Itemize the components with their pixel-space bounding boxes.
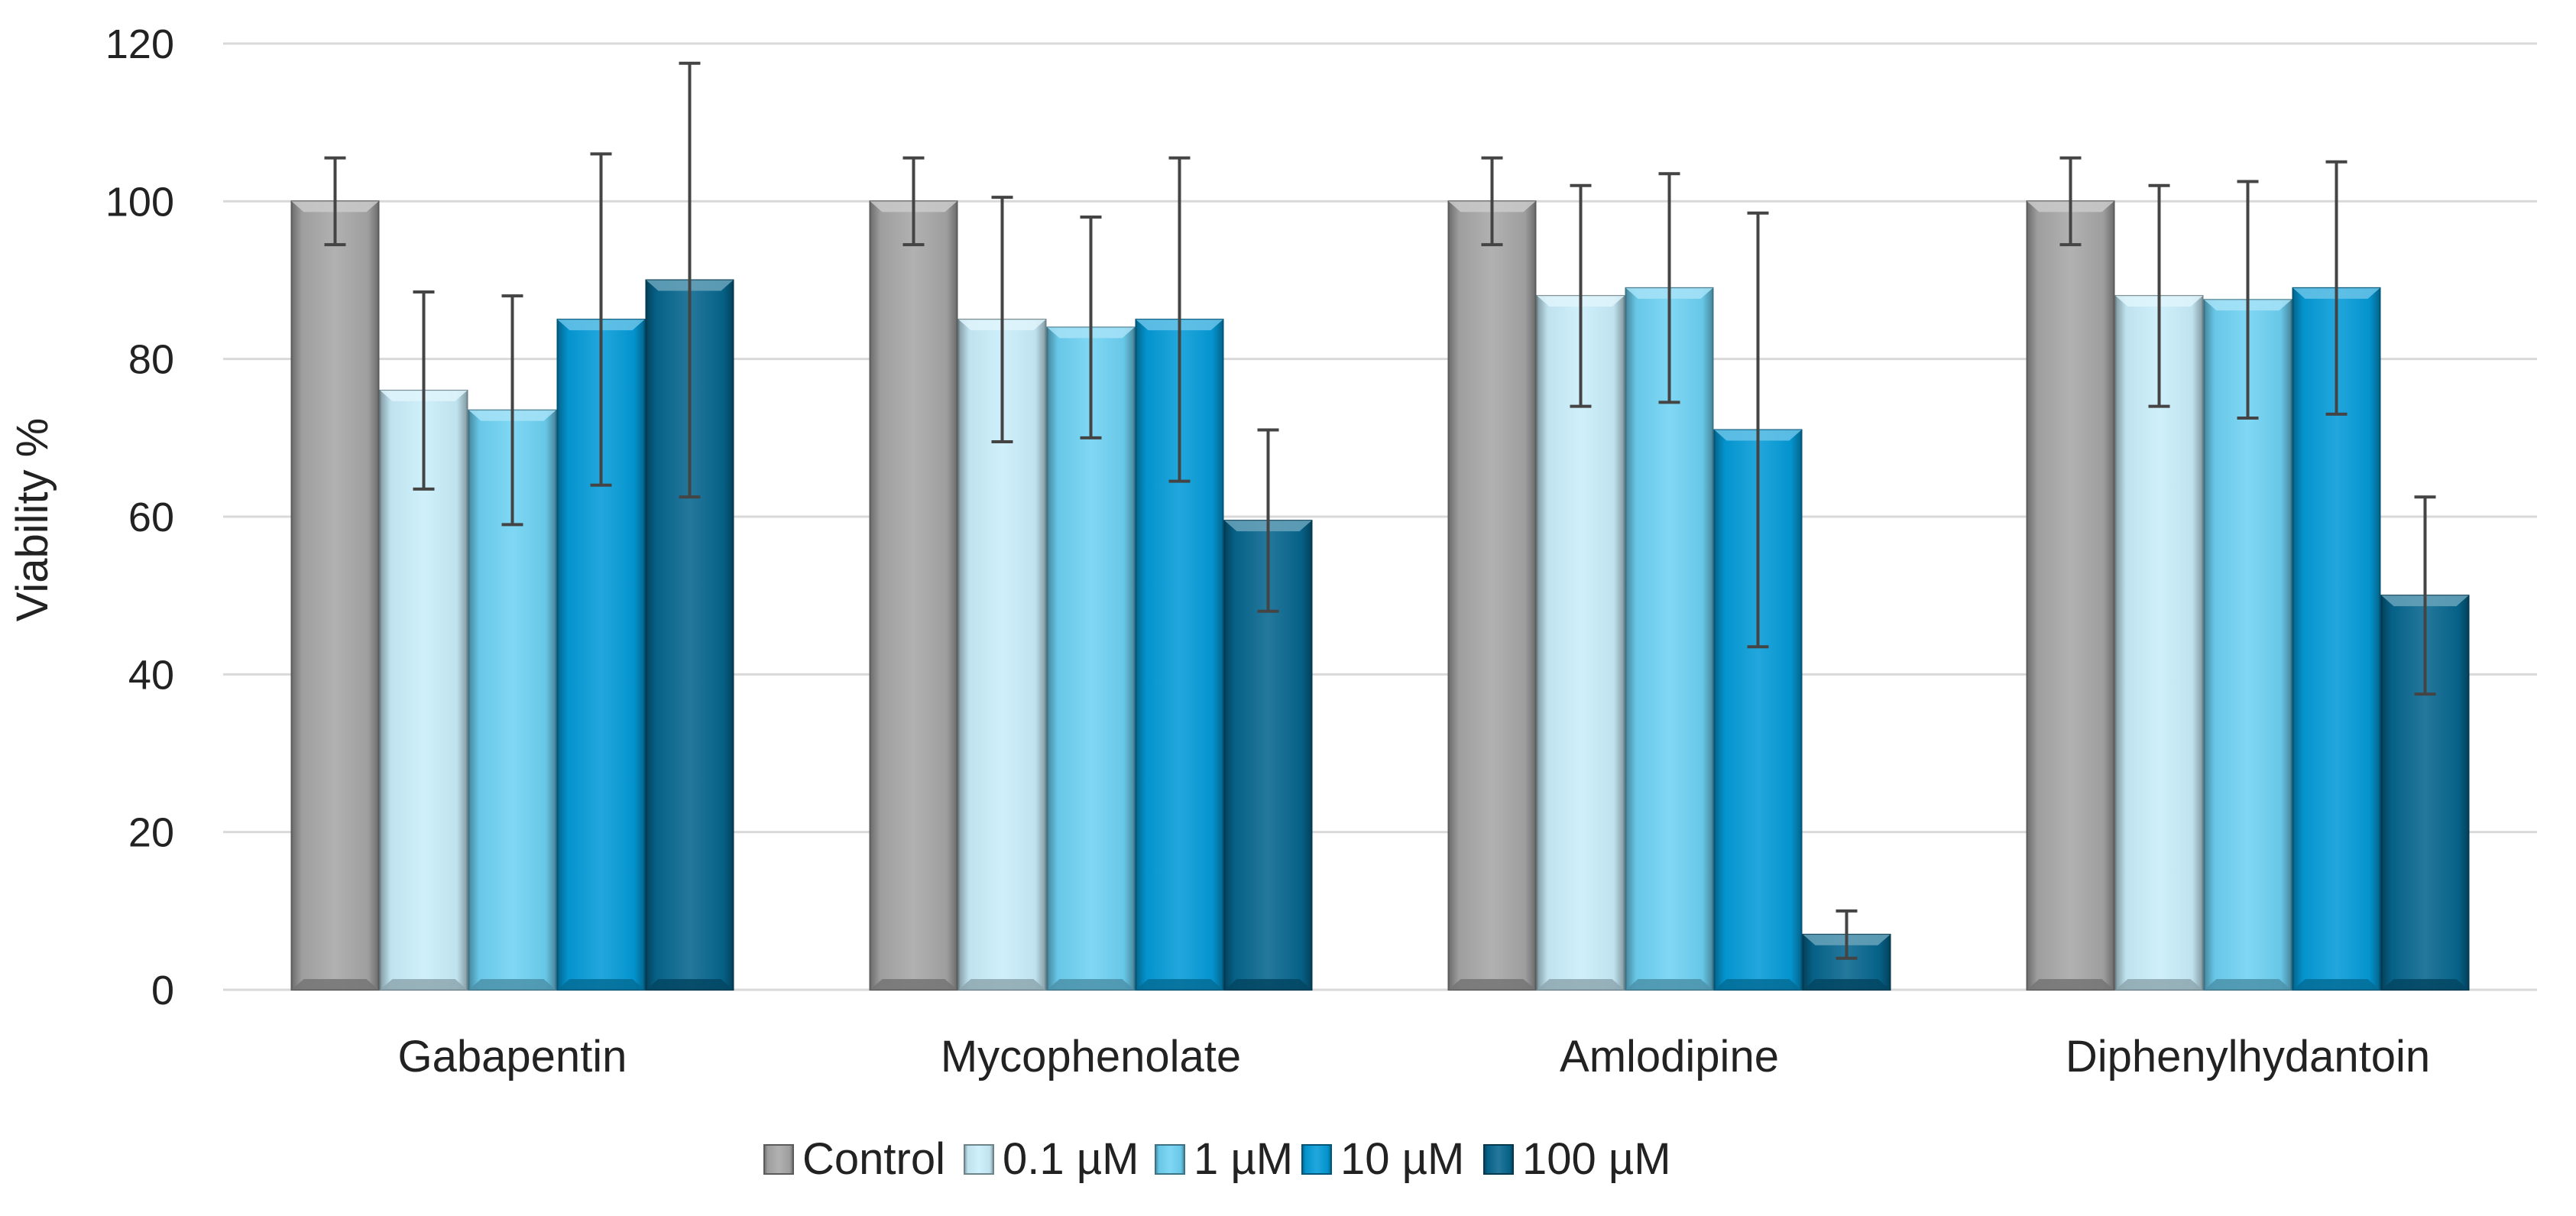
error-bar: [1747, 211, 1769, 649]
x-axis-categories: Gabapentin Mycophenolate Amlodipine Dipheny…: [398, 1032, 2431, 1081]
legend-label: 1 µM: [1194, 1134, 1293, 1184]
legend-label: 10 µM: [1340, 1134, 1464, 1184]
legend-swatch: [1483, 1144, 1514, 1175]
error-bar: [2148, 183, 2170, 408]
x-category-label: Mycophenolate: [941, 1032, 1241, 1081]
error-bar: [1481, 156, 1503, 247]
bar-bevel-bottom: [870, 979, 957, 990]
error-bar: [1570, 183, 1592, 408]
bar-bevel-bottom: [1625, 979, 1713, 990]
error-bar: [1257, 428, 1279, 613]
bar-bevel-bottom: [1047, 979, 1135, 990]
y-tick-label: 20: [128, 810, 174, 856]
error-bar: [2325, 160, 2348, 416]
x-category-label: Gabapentin: [398, 1032, 627, 1081]
bar-bevel-bottom: [2381, 979, 2469, 990]
bar-bevel-bottom: [958, 979, 1046, 990]
y-tick-label: 120: [105, 21, 174, 67]
error-bar: [1658, 172, 1680, 404]
y-tick-label: 40: [128, 652, 174, 698]
y-tick-label: 80: [128, 337, 174, 383]
error-bar: [991, 196, 1013, 443]
x-category-label: Amlodipine: [1560, 1032, 1779, 1081]
bar-bevel-bottom: [1136, 979, 1223, 990]
error-bar: [679, 61, 701, 499]
legend: Control 0.1 µM 1 µM 10 µM 100 µM: [763, 1134, 1671, 1184]
bar-diphenylhydantoin-0: [2026, 200, 2115, 991]
legend-item: 1 µM: [1155, 1134, 1293, 1184]
error-bar: [324, 156, 346, 247]
bar-bevel-bottom: [380, 979, 468, 990]
error-bar: [2059, 156, 2082, 247]
y-tick-label: 60: [128, 495, 174, 540]
bar-bevel-bottom: [646, 979, 734, 990]
legend-label: 100 µM: [1522, 1134, 1671, 1184]
bar-bevel-bottom: [2115, 979, 2203, 990]
y-tick-label: 100: [105, 179, 174, 225]
legend-swatch: [964, 1144, 994, 1175]
bar-gabapentin-0: [290, 200, 380, 991]
legend-item: 0.1 µM: [964, 1134, 1139, 1184]
y-axis-title: Viability %: [8, 418, 57, 622]
y-axis-ticks: 0 20 40 60 80 100 120: [105, 21, 174, 1013]
error-bars: [324, 61, 2436, 960]
error-bar: [590, 152, 612, 487]
error-bar: [2237, 180, 2259, 420]
legend-label: 0.1 µM: [1003, 1134, 1139, 1184]
bar-bevel-bottom: [2204, 979, 2292, 990]
error-bar: [1836, 909, 1858, 960]
legend-item: Control: [763, 1134, 945, 1184]
bar-bevel-bottom: [291, 979, 379, 990]
bar-mycophenolate-0: [869, 200, 958, 991]
legend-item: 10 µM: [1301, 1134, 1464, 1184]
bars: [290, 200, 2470, 991]
bar-bevel-bottom: [1224, 979, 1312, 990]
legend-swatch: [1301, 1144, 1332, 1175]
bar-amlodipine-1: [1536, 295, 1625, 991]
legend-label: Control: [802, 1134, 945, 1184]
bar-bevel-bottom: [557, 979, 645, 990]
x-category-label: Diphenylhydantoin: [2066, 1032, 2430, 1081]
bar-bevel-bottom: [1803, 979, 1891, 990]
bar-bevel-bottom: [1448, 979, 1536, 990]
error-bar: [902, 156, 925, 247]
error-bar: [2414, 495, 2436, 696]
error-bar: [501, 294, 523, 527]
y-tick-label: 0: [151, 968, 174, 1013]
bar-diphenylhydantoin-1: [2114, 295, 2204, 991]
legend-item: 100 µM: [1483, 1134, 1671, 1184]
bar-bevel-bottom: [468, 979, 556, 990]
bar-bevel-bottom: [2027, 979, 2114, 990]
error-bar: [1168, 156, 1191, 483]
bar-amlodipine-0: [1447, 200, 1537, 991]
bar-bevel-bottom: [1714, 979, 1802, 990]
legend-swatch: [763, 1144, 794, 1175]
error-bar: [1080, 215, 1102, 439]
bar-bevel-bottom: [2292, 979, 2380, 990]
bar-bevel-bottom: [1537, 979, 1625, 990]
legend-swatch: [1155, 1144, 1185, 1175]
error-bar: [413, 290, 435, 491]
